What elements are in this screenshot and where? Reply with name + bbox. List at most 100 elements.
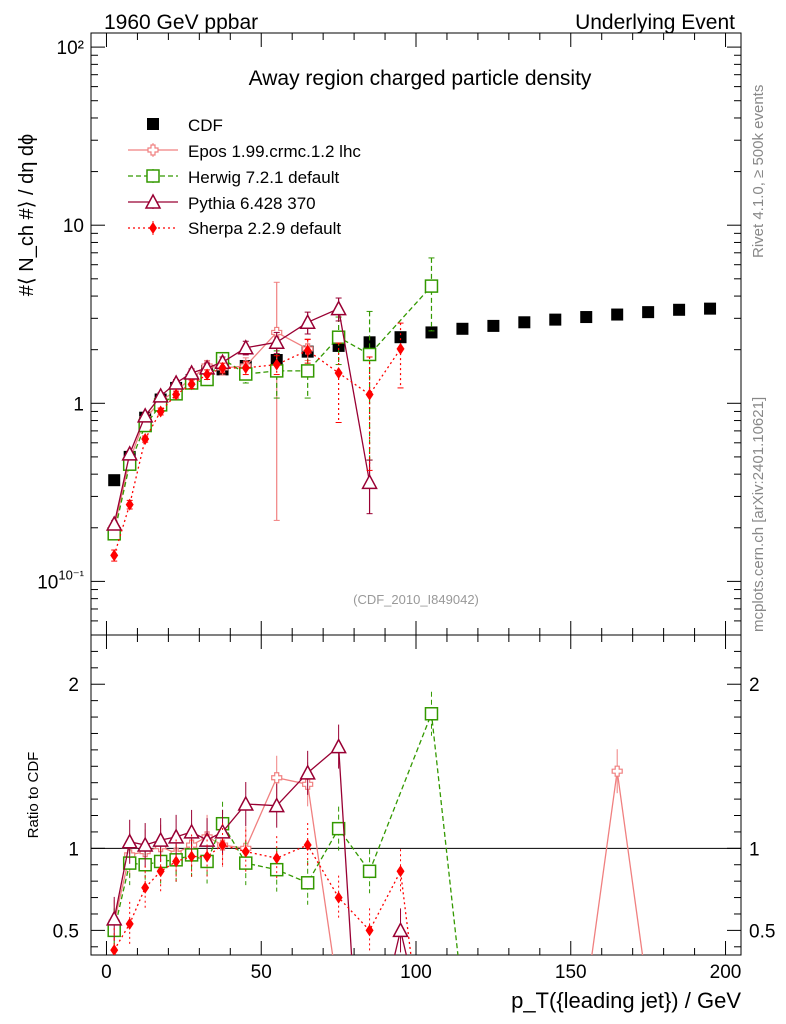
ratio-point-herwig: [300, 876, 315, 890]
ratio-series-epos: [108, 749, 644, 955]
data-point-cdf: [611, 308, 624, 321]
x-tick-label-100: 100: [400, 962, 432, 983]
ratio-point-pythia: [268, 797, 285, 813]
data-point-pythia: [299, 313, 316, 330]
series-pythia: [105, 297, 378, 531]
data-point-sherpa: [303, 344, 312, 357]
data-point-sherpa: [241, 361, 250, 374]
ratio-axis-title: Ratio to CDF: [25, 752, 42, 839]
series-epos: [108, 281, 314, 534]
data-point-pythia: [136, 407, 154, 423]
data-point-cdf: [704, 302, 717, 315]
ratio-point-sherpa: [334, 891, 343, 904]
data-point-pythia: [361, 473, 378, 490]
legend-label-cdf: CDF: [188, 116, 223, 135]
data-point-pythia: [152, 387, 169, 403]
data-point-cdf: [580, 311, 593, 324]
ratio-point-sherpa: [172, 855, 181, 868]
ratio-point-sherpa: [125, 917, 134, 930]
legend-label-epos: Epos 1.99.crmc.1.2 lhc: [188, 142, 361, 161]
ratio-series-sherpa: [110, 823, 412, 955]
data-point-pythia: [237, 339, 255, 355]
ratio-point-epos: [611, 765, 623, 777]
data-point-sherpa: [396, 342, 405, 355]
ratio-point-herwig: [239, 856, 253, 870]
ratio-tick-label-1: 1: [68, 839, 79, 860]
data-point-pythia: [183, 364, 200, 380]
main-axis-ticks: [91, 33, 741, 636]
y-tick-label-10: 10: [63, 216, 84, 237]
header-right: Underlying Event: [575, 11, 735, 34]
rivet-label: Rivet 4.1.0, ≥ 500k events: [750, 85, 767, 258]
series-sherpa: [110, 322, 405, 562]
series-line-sherpa: [113, 348, 402, 556]
y-tick-label-1: 1: [73, 394, 84, 415]
ratio-point-sherpa: [272, 852, 281, 865]
x-tick-label-50: 50: [251, 962, 272, 983]
x-tick-label-200: 200: [710, 962, 742, 983]
ratio-point-sherpa: [365, 924, 374, 937]
ratio-point-pythia: [392, 921, 409, 938]
data-point-sherpa: [141, 433, 150, 446]
legend-marker-cdf: [147, 118, 159, 130]
data-point-sherpa: [272, 358, 281, 371]
data-point-sherpa: [125, 498, 134, 511]
mcplots-label: mcplots.cern.ch [arXiv:2401.10621]: [750, 397, 767, 632]
data-point-sherpa: [110, 549, 119, 562]
data-point-cdf: [487, 319, 500, 332]
data-point-cdf: [456, 322, 469, 335]
ratio-point-herwig: [269, 862, 284, 877]
legend-marker-sherpa: [149, 222, 157, 234]
ratio-point-herwig: [424, 707, 439, 721]
ratio-axis-ticks: [91, 635, 741, 955]
ratio-point-sherpa: [303, 839, 312, 852]
header-left: 1960 GeV ppbar: [104, 11, 258, 34]
data-point-sherpa: [187, 378, 196, 391]
ratio-tick-label-0.5: 0.5: [53, 921, 79, 942]
ratio-point-pythia: [152, 831, 169, 847]
y-tick-label-0.1: 1010⁻¹: [37, 567, 84, 593]
ratio-point-pythia: [214, 823, 231, 839]
x-tick-label-150: 150: [555, 962, 587, 983]
data-point-sherpa: [203, 368, 212, 381]
ratio-point-sherpa: [203, 850, 212, 863]
data-point-pythia: [121, 445, 138, 461]
data-point-herwig: [424, 279, 439, 293]
data-point-cdf: [394, 331, 407, 344]
data-point-cdf: [425, 326, 438, 339]
ratio-line-pythia: [113, 745, 407, 955]
ratio-point-pythia: [121, 833, 138, 849]
ratio-tick-label-1-right: 1: [749, 839, 760, 860]
data-point-pythia: [268, 333, 285, 350]
y-tick-label-100: 10²: [57, 38, 84, 59]
x-tick-label-0: 0: [101, 962, 112, 983]
legend: CDF Epos 1.99.crmc.1.2 lhc Herwig 7.2.1 …: [128, 116, 361, 238]
ratio-point-pythia: [299, 764, 316, 780]
ratio-point-sherpa: [241, 845, 250, 858]
legend-label-herwig: Herwig 7.2.1 default: [188, 168, 339, 187]
ratio-tick-label-2: 2: [68, 675, 79, 696]
ratio-tick-label-2-right: 2: [749, 675, 760, 696]
main-series-group: [105, 257, 717, 562]
data-point-sherpa: [218, 361, 227, 374]
analysis-label: (CDF_2010_I849042): [353, 592, 479, 607]
data-point-cdf: [673, 303, 686, 316]
legend-marker-epos: [147, 144, 159, 156]
y-axis-title: #⟨ N_ch #⟩ / dη dϕ: [16, 134, 38, 296]
data-point-cdf: [642, 306, 655, 319]
ratio-series-group: [105, 691, 644, 955]
ratio-point-pythia: [136, 836, 154, 852]
ratio-tick-label-0.5-right: 0.5: [749, 921, 775, 942]
ratio-point-pythia: [330, 738, 347, 754]
ratio-plot-frame: [90, 634, 742, 956]
series-cdf: [108, 302, 717, 487]
ratio-point-pythia: [105, 910, 123, 926]
data-point-sherpa: [156, 405, 165, 418]
ratio-point-herwig: [362, 864, 377, 879]
data-point-pythia: [330, 300, 347, 316]
x-axis-title: p_T({leading jet}) / GeV: [511, 988, 741, 1013]
ratio-point-sherpa: [396, 865, 405, 878]
ratio-point-sherpa: [187, 850, 196, 863]
ratio-point-pythia: [237, 795, 255, 811]
